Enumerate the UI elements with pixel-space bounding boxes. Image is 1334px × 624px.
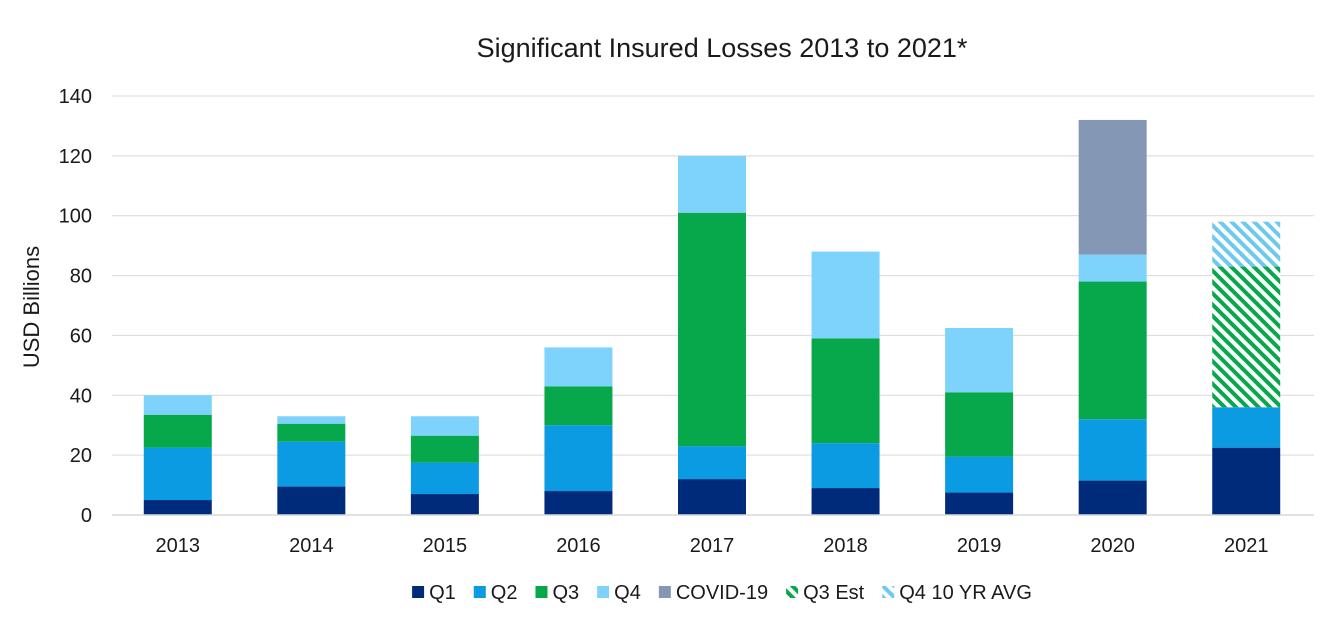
bar-2017-q4: [678, 155, 746, 213]
bar-2014-q2: [277, 441, 346, 487]
legend-item-q1: Q1: [412, 582, 456, 604]
x-axis-ticks: 2013 2014 2015 2016 2017 2018 2019 2020 2021: [156, 535, 1269, 557]
bar-2018-q2: [811, 443, 880, 489]
bar-2017-q3: [678, 212, 746, 447]
legend-item-q2: Q2: [473, 582, 518, 604]
legend-item-q3: Q3: [535, 582, 579, 604]
bar-2020-q1: [1078, 480, 1147, 515]
bar-2013-q4: [143, 395, 212, 415]
bar-2018-q1: [811, 488, 880, 515]
bar-2015-q1: [410, 494, 479, 515]
bar-2015-q4: [410, 416, 479, 436]
bars: [143, 119, 1281, 515]
bar-2018-q4: [811, 251, 880, 339]
bar-2015-q3: [410, 435, 479, 463]
bar-2020-q2: [1078, 419, 1147, 481]
bar-2014-q3: [277, 423, 346, 442]
bar-2013-q1: [143, 500, 212, 515]
bar-2019-q4: [945, 327, 1014, 393]
bar-2015-q2: [410, 462, 479, 495]
legend-label: Q2: [491, 582, 518, 604]
bar-2021-q2: [1212, 407, 1281, 448]
legend-item-covid-19: COVID-19: [658, 582, 768, 604]
legend-swatch: [882, 586, 895, 598]
bar-2016-q3: [544, 386, 613, 426]
bar-2021-q1: [1212, 447, 1281, 515]
y-tick-label: 0: [81, 505, 92, 527]
y-axis-ticks: 0 20 40 60 80 100 120 140: [59, 86, 92, 527]
bar-2020-q4: [1078, 254, 1147, 282]
x-tick-label: 2014: [289, 535, 334, 557]
x-tick-label: 2015: [423, 535, 468, 557]
x-tick-label: 2013: [156, 535, 201, 557]
legend-label: COVID-19: [676, 582, 768, 604]
bar-2016-q2: [544, 425, 613, 492]
y-tick-label: 100: [59, 206, 92, 228]
bar-2013-q3: [143, 414, 212, 448]
legend-swatch: [786, 586, 799, 598]
bar-2020-covid-19: [1078, 119, 1147, 255]
x-tick-label: 2016: [556, 535, 601, 557]
bar-2013-q2: [143, 447, 212, 501]
y-axis-label: USD Billions: [19, 246, 44, 368]
y-tick-label: 40: [70, 385, 92, 407]
bar-2017-q1: [678, 479, 746, 515]
legend: Q1 Q2 Q3 Q4 COVID-19 Q3 Est Q4 10 YR AVG: [412, 582, 1032, 604]
y-tick-label: 140: [59, 86, 92, 108]
chart-title: Significant Insured Losses 2013 to 2021*: [477, 33, 968, 63]
legend-item-q3-est: Q3 Est: [786, 582, 865, 604]
x-tick-label: 2021: [1224, 535, 1269, 557]
legend-item-q4-10-yr-avg: Q4 10 YR AVG: [882, 582, 1032, 604]
bar-2014-q4: [277, 416, 346, 424]
legend-label: Q3 Est: [803, 582, 865, 604]
bar-2019-q3: [945, 392, 1014, 457]
bar-2014-q1: [277, 486, 346, 515]
legend-swatch: [597, 586, 610, 598]
y-tick-label: 60: [70, 325, 92, 347]
legend-swatch: [658, 586, 671, 598]
legend-label: Q3: [552, 582, 579, 604]
legend-item-q4: Q4: [597, 582, 641, 604]
legend-label: Q1: [429, 582, 456, 604]
legend-label: Q4: [614, 582, 641, 604]
legend-swatch: [535, 586, 548, 598]
bar-2021-q3-est: [1212, 266, 1281, 408]
bar-2016-q1: [544, 491, 613, 515]
bar-2018-q3: [811, 338, 880, 444]
y-tick-label: 20: [70, 445, 92, 467]
bar-2021-q4-10-yr-avg: [1212, 221, 1281, 267]
x-tick-label: 2017: [690, 535, 735, 557]
bar-2020-q3: [1078, 281, 1147, 420]
legend-swatch: [412, 586, 425, 598]
legend-swatch: [473, 586, 486, 598]
x-tick-label: 2019: [957, 535, 1002, 557]
bar-2016-q4: [544, 347, 613, 387]
y-tick-label: 80: [70, 266, 92, 288]
bar-2019-q1: [945, 492, 1014, 515]
legend-label: Q4 10 YR AVG: [899, 582, 1032, 604]
bar-2019-q2: [945, 456, 1014, 493]
x-tick-label: 2020: [1090, 535, 1135, 557]
y-tick-label: 120: [59, 146, 92, 168]
bar-2017-q2: [678, 446, 746, 480]
x-tick-label: 2018: [823, 535, 868, 557]
